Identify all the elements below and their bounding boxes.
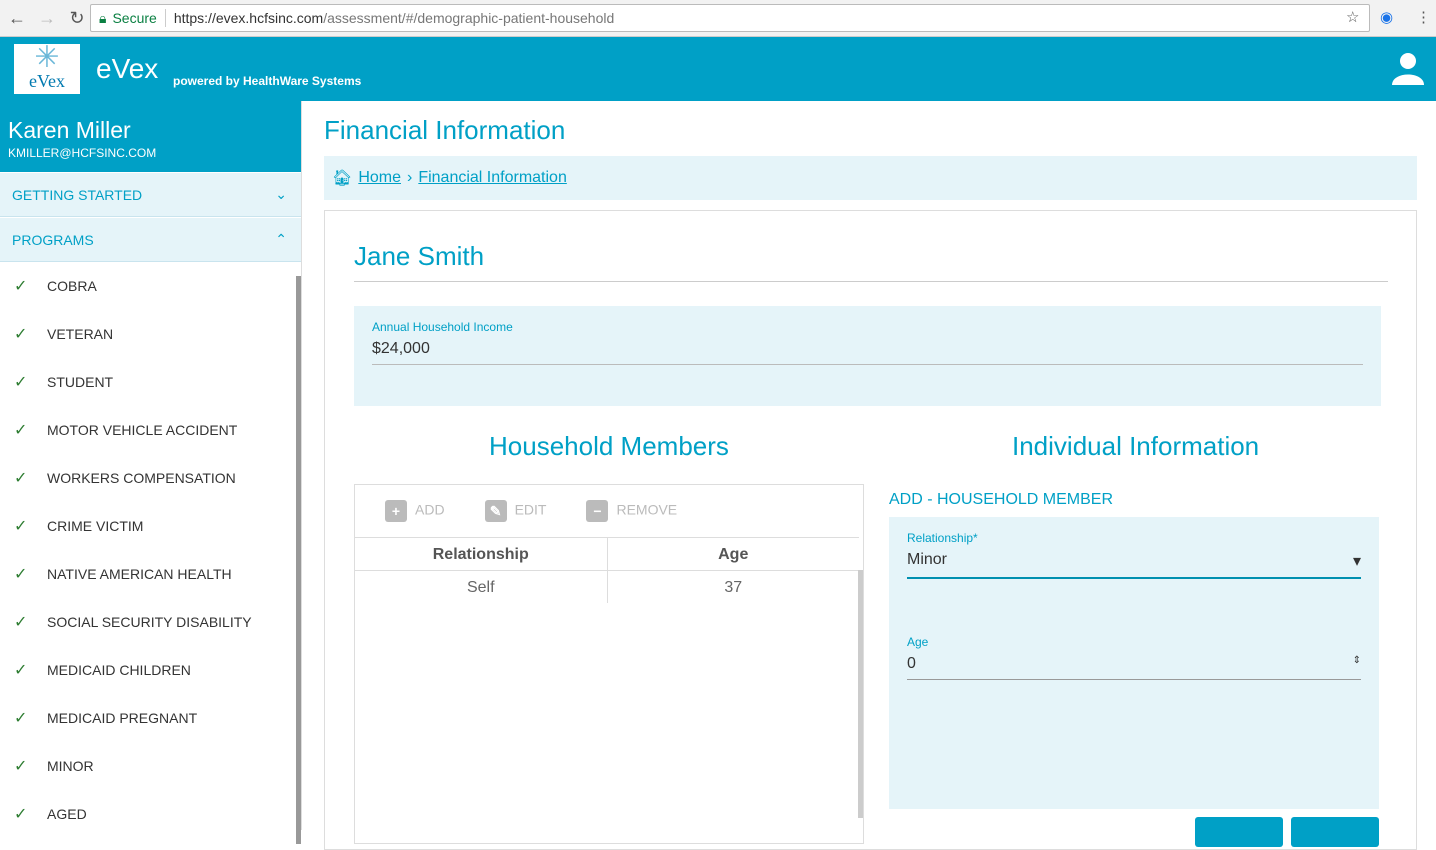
- add-button[interactable]: + ADD: [385, 500, 445, 522]
- sidebar-item-program[interactable]: ✓ MEDICAID CHILDREN: [14, 662, 191, 679]
- sidebar-item-program[interactable]: ✓ CRIME VICTIM: [14, 518, 144, 535]
- powered-by: powered by HealthWare Systems: [173, 74, 362, 88]
- breadcrumb: 🏠︎ Home › Financial Information: [324, 156, 1417, 200]
- relationship-label: Relationship*: [907, 531, 978, 545]
- secure-label: Secure: [112, 10, 157, 26]
- breadcrumb-financial-information[interactable]: Financial Information: [418, 169, 567, 186]
- address-bar[interactable]: 🔒︎ Secure https://evex.hcfsinc.com/asses…: [90, 4, 1370, 32]
- sidebar-item-program[interactable]: ✓ COBRA: [14, 278, 97, 295]
- user-profile: Karen Miller KMILLER@HCFSINC.COM: [0, 101, 301, 172]
- patient-name: Jane Smith: [354, 241, 485, 271]
- sidebar: Karen Miller KMILLER@HCFSINC.COM GETTING…: [0, 101, 302, 844]
- extension-icon[interactable]: ◉: [1380, 9, 1394, 26]
- age-label: Age: [907, 635, 929, 649]
- check-icon: ✓: [14, 758, 28, 775]
- individual-title: Individual Information: [1012, 431, 1260, 461]
- age-input[interactable]: 0 ⇕: [907, 655, 1361, 680]
- user-name: Karen Miller: [8, 117, 131, 143]
- check-icon: ✓: [14, 614, 28, 631]
- sidebar-item-program[interactable]: ✓ STUDENT: [14, 374, 114, 391]
- sidebar-item-program[interactable]: ✓ WORKERS COMPENSATION: [14, 470, 236, 487]
- plus-icon: +: [385, 500, 407, 522]
- remove-button[interactable]: − REMOVE: [586, 500, 677, 522]
- url-path: /assessment/#/demographic-patient-househ…: [323, 10, 615, 26]
- form-button-2[interactable]: [1291, 817, 1379, 847]
- brand-name: eVex: [96, 53, 159, 84]
- user-email: KMILLER@HCFSINC.COM: [8, 146, 157, 160]
- household-title: Household Members: [489, 431, 729, 461]
- check-icon: ✓: [14, 662, 28, 679]
- app-header: ✳ eVex eVex powered by HealthWare Systems: [0, 37, 1436, 101]
- sidebar-scrollbar[interactable]: [296, 276, 301, 844]
- check-icon: ✓: [14, 422, 28, 439]
- form-button-1[interactable]: [1195, 817, 1283, 847]
- household-table: + ADD ✎ EDIT − REMOVE Relationship Age Self 3…: [354, 484, 864, 844]
- pencil-icon: ✎: [484, 500, 507, 522]
- sidebar-item-program[interactable]: ✓ MOTOR VEHICLE ACCIDENT: [14, 422, 238, 439]
- relationship-select[interactable]: Minor ▾: [907, 551, 1361, 579]
- check-icon: ✓: [14, 326, 28, 343]
- edit-button[interactable]: ✎ EDIT: [484, 500, 546, 522]
- check-icon: ✓: [14, 806, 28, 823]
- reload-icon[interactable]: ↻: [69, 7, 85, 28]
- section-getting-started[interactable]: GETTING STARTED ⌄: [0, 172, 301, 217]
- url-host: https://evex.hcfsinc.com: [173, 10, 324, 26]
- dropdown-arrow-icon: ▾: [1352, 553, 1361, 570]
- check-icon: ✓: [14, 278, 28, 295]
- chevron-up-icon: ⌃: [275, 231, 287, 247]
- star-icon[interactable]: ☆: [1346, 9, 1360, 26]
- check-icon: ✓: [14, 710, 28, 727]
- income-input[interactable]: $24,000: [372, 340, 1363, 365]
- forward-icon[interactable]: →: [38, 7, 56, 28]
- sidebar-item-program[interactable]: ✓ VETERAN: [14, 326, 114, 343]
- sidebar-item-program[interactable]: ✓ AGED: [14, 806, 87, 823]
- sidebar-item-program[interactable]: ✓ SOCIAL SECURITY DISABILITY: [14, 614, 252, 631]
- sidebar-item-program[interactable]: ✓ NATIVE AMERICAN HEALTH: [14, 566, 232, 583]
- home-icon[interactable]: 🏠︎: [332, 170, 353, 187]
- table-header: Relationship Age: [355, 537, 859, 570]
- check-icon: ✓: [14, 470, 28, 487]
- chevron-right-icon: ›: [407, 169, 413, 186]
- income-label: Annual Household Income: [372, 320, 513, 334]
- member-form: Relationship* Minor ▾ Age 0 ⇕: [889, 517, 1379, 809]
- page-title: Financial Information: [324, 115, 566, 145]
- chevron-down-icon: ⌄: [275, 186, 287, 202]
- section-programs[interactable]: PROGRAMS ⌃: [0, 217, 301, 262]
- table-row[interactable]: Self 37: [355, 570, 859, 603]
- financial-card: Jane Smith Annual Household Income $24,0…: [324, 210, 1417, 850]
- check-icon: ✓: [14, 566, 28, 583]
- evex-logo: ✳ eVex: [14, 43, 80, 94]
- minus-icon: −: [586, 500, 609, 522]
- check-icon: ✓: [14, 518, 28, 535]
- spinner-icon: ⇕: [1352, 655, 1361, 666]
- income-panel: Annual Household Income $24,000: [354, 306, 1381, 406]
- breadcrumb-home[interactable]: Home: [358, 169, 401, 186]
- sidebar-item-program[interactable]: ✓ MINOR: [14, 758, 94, 775]
- menu-icon[interactable]: ⋮: [1416, 9, 1431, 26]
- form-subtitle: ADD - HOUSEHOLD MEMBER: [889, 491, 1114, 508]
- main-content: Financial Information 🏠︎ Home › Financia…: [302, 101, 1436, 850]
- sidebar-item-program[interactable]: ✓ MEDICAID PREGNANT: [14, 710, 198, 727]
- back-icon[interactable]: ←: [8, 7, 26, 28]
- user-account-icon[interactable]: [1392, 51, 1424, 85]
- table-scrollbar[interactable]: [858, 570, 863, 818]
- lock-icon: 🔒︎: [99, 9, 107, 26]
- check-icon: ✓: [14, 374, 28, 391]
